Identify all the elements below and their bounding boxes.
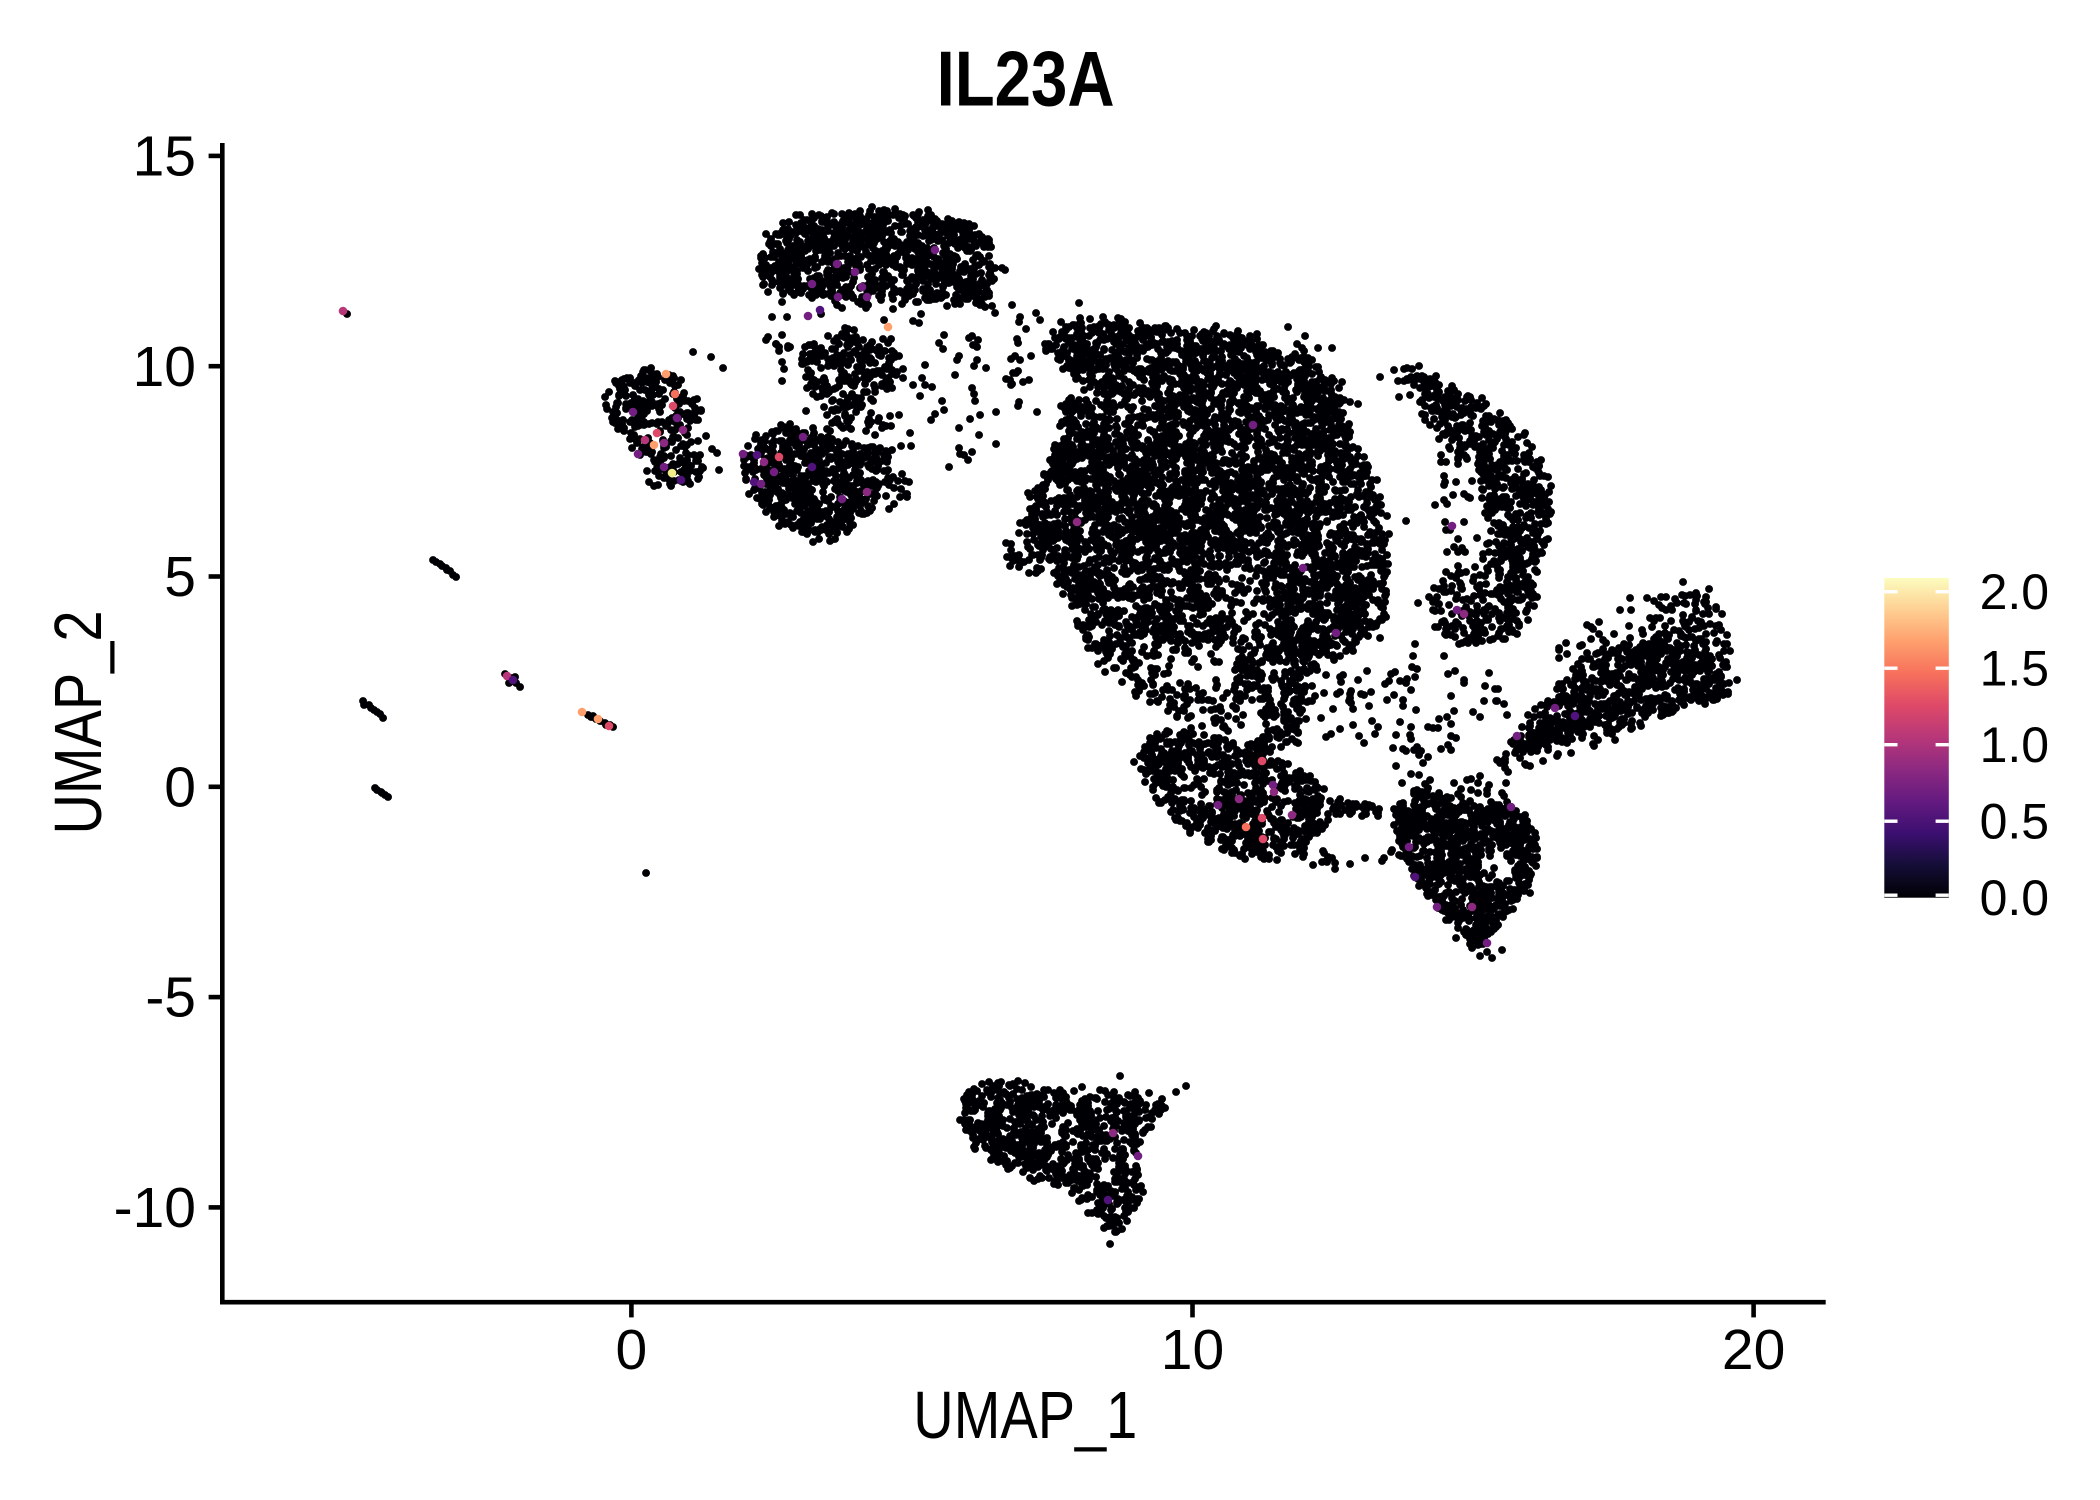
svg-text:-5: -5: [145, 966, 196, 1030]
svg-text:5: 5: [164, 545, 196, 609]
svg-text:UMAP_1: UMAP_1: [913, 1378, 1137, 1453]
svg-text:UMAP_2: UMAP_2: [41, 611, 116, 835]
svg-text:20: 20: [1722, 1318, 1785, 1382]
svg-text:1.0: 1.0: [1980, 717, 2050, 773]
svg-text:0: 0: [164, 755, 196, 819]
svg-text:0.0: 0.0: [1980, 870, 2050, 926]
svg-text:-10: -10: [114, 1176, 196, 1240]
svg-text:2.0: 2.0: [1980, 564, 2050, 620]
svg-text:IL23A: IL23A: [937, 35, 1115, 123]
svg-text:1.5: 1.5: [1980, 640, 2050, 696]
svg-text:0: 0: [616, 1318, 648, 1382]
svg-text:0.5: 0.5: [1980, 793, 2050, 849]
svg-text:10: 10: [133, 335, 196, 399]
svg-text:10: 10: [1161, 1318, 1224, 1382]
svg-text:15: 15: [133, 125, 196, 189]
